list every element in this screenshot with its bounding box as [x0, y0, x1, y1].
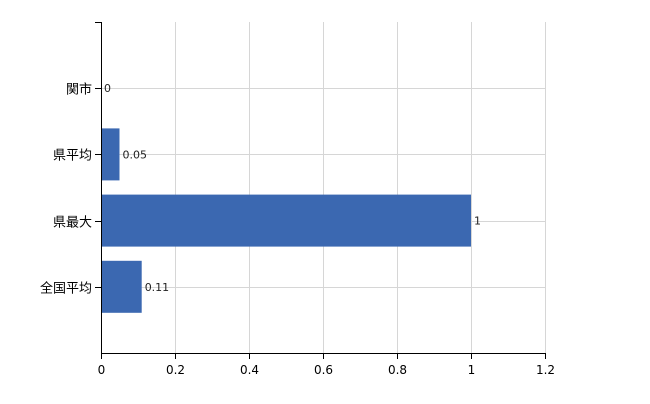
x-tick-label: 0.2 — [166, 363, 185, 377]
value-label: 1 — [474, 215, 481, 228]
x-tick-label: 0 — [98, 363, 106, 377]
y-tick-label: 全国平均 — [40, 281, 92, 297]
x-tick-label: 0.6 — [314, 363, 333, 377]
x-tick-label: 1.2 — [536, 363, 555, 377]
x-tick-label: 1 — [468, 363, 476, 377]
value-label: 0.05 — [123, 148, 148, 161]
y-tick-label: 県平均 — [53, 149, 92, 164]
x-tick-label: 0.4 — [240, 363, 259, 377]
x-tick-label: 0.8 — [388, 363, 407, 377]
value-label: 0.11 — [145, 281, 170, 294]
bar — [101, 128, 120, 181]
bar — [101, 260, 142, 313]
y-tick-label: 県最大 — [53, 216, 92, 231]
bar — [101, 194, 471, 247]
value-label: 0 — [104, 82, 111, 95]
y-tick-label: 関市 — [66, 82, 92, 98]
